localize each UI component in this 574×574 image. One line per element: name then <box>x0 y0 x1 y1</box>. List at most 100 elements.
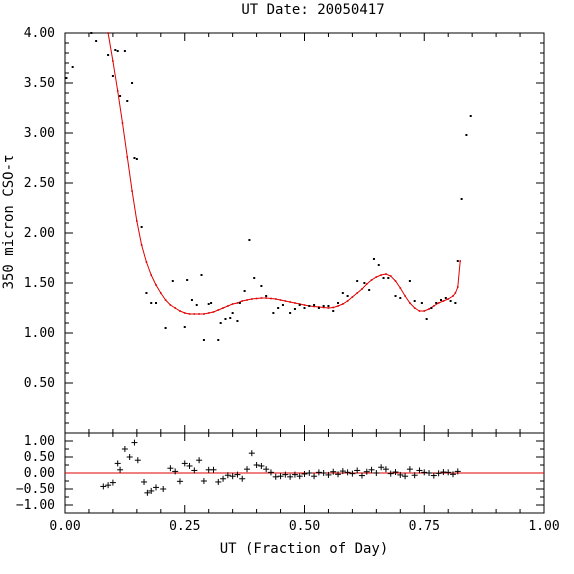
fit-marker <box>284 300 287 302</box>
fit-marker <box>380 274 382 276</box>
data-point <box>293 308 296 310</box>
y-tick-label: 3.50 <box>24 76 55 91</box>
data-point <box>420 302 423 304</box>
data-point <box>399 297 402 299</box>
residual-point <box>363 468 370 475</box>
residual-point <box>126 454 133 460</box>
residual-point <box>349 470 356 477</box>
data-point <box>440 299 443 301</box>
fit-marker <box>437 302 440 304</box>
fit-marker <box>454 292 457 294</box>
residual-point <box>330 468 337 475</box>
fit-marker <box>279 299 282 301</box>
fit-marker <box>136 220 138 222</box>
residual-point <box>131 439 138 446</box>
residual-point <box>306 470 313 476</box>
residual-point <box>421 469 428 476</box>
data-point <box>308 305 311 307</box>
residual-point <box>397 471 404 478</box>
data-point <box>313 304 316 306</box>
data-point <box>207 303 210 305</box>
residual-point <box>354 467 361 474</box>
residual-point <box>358 472 365 479</box>
data-point <box>465 134 468 136</box>
data-point <box>363 282 366 284</box>
data-point <box>281 304 284 306</box>
data-point <box>332 310 335 312</box>
data-point <box>114 49 117 51</box>
data-point <box>413 300 416 302</box>
residual-point <box>373 470 380 476</box>
residual-point <box>320 470 327 476</box>
residual-point <box>344 469 351 476</box>
residual-point <box>172 468 179 475</box>
fit-marker <box>255 297 258 300</box>
data-point <box>430 307 433 309</box>
data-point <box>387 277 390 279</box>
residual-point <box>339 468 346 475</box>
data-point <box>90 32 93 34</box>
fit-marker <box>418 310 421 312</box>
fit-marker <box>246 299 248 301</box>
fit-marker <box>217 309 220 311</box>
fit-marker <box>193 313 196 315</box>
data-point <box>382 277 385 279</box>
fit-marker <box>241 300 244 302</box>
residual-point <box>263 466 270 473</box>
x-tick-label: 0.50 <box>289 519 320 534</box>
data-point <box>394 295 397 297</box>
data-point <box>150 302 153 304</box>
fit-marker <box>150 274 153 276</box>
fit-marker <box>265 297 267 299</box>
data-point <box>107 54 110 56</box>
residual-point <box>282 471 289 478</box>
fit-marker <box>433 305 435 307</box>
fit-marker <box>452 295 454 297</box>
fit-marker <box>356 292 358 294</box>
fit-marker <box>169 304 172 306</box>
data-point <box>200 274 203 276</box>
residual-point <box>153 484 160 491</box>
residual-point <box>378 464 385 471</box>
residual-point <box>325 471 332 478</box>
fit-marker <box>116 90 119 92</box>
data-point <box>277 307 280 309</box>
residual-point <box>287 473 294 480</box>
data-point <box>469 115 472 117</box>
data-point <box>356 280 359 282</box>
fit-marker <box>322 306 325 309</box>
data-point <box>456 260 459 262</box>
fit-marker <box>313 305 315 308</box>
residual-point <box>445 469 452 476</box>
y-tick-label: 1.50 <box>24 276 55 291</box>
y-tick-label: 3.00 <box>24 126 55 141</box>
data-point <box>337 302 340 304</box>
fit-marker <box>251 298 253 300</box>
fit-marker <box>174 307 176 309</box>
residual-point <box>392 469 399 476</box>
main-panel: 0.501.001.502.002.503.003.504.000.00 0.25… <box>24 26 560 534</box>
fit-marker <box>409 302 411 304</box>
fit-marker <box>140 244 143 246</box>
residual-point <box>454 468 461 475</box>
data-point <box>248 239 251 241</box>
data-point <box>224 318 227 320</box>
residual-point <box>277 473 284 480</box>
residual-point <box>267 469 274 476</box>
residual-point <box>449 471 456 478</box>
fit-marker <box>447 298 449 300</box>
residual-point <box>176 478 183 485</box>
data-point <box>195 304 198 306</box>
data-point <box>298 304 301 306</box>
data-point <box>317 307 320 309</box>
residual-point <box>335 471 342 478</box>
residual-point <box>430 472 437 479</box>
data-point <box>238 302 241 304</box>
residual-point <box>258 462 265 469</box>
residual-point <box>134 457 141 464</box>
data-point <box>111 75 114 77</box>
data-point <box>236 320 239 322</box>
residual-point <box>186 462 193 469</box>
fit-marker <box>327 307 330 309</box>
fit-marker <box>160 292 162 294</box>
